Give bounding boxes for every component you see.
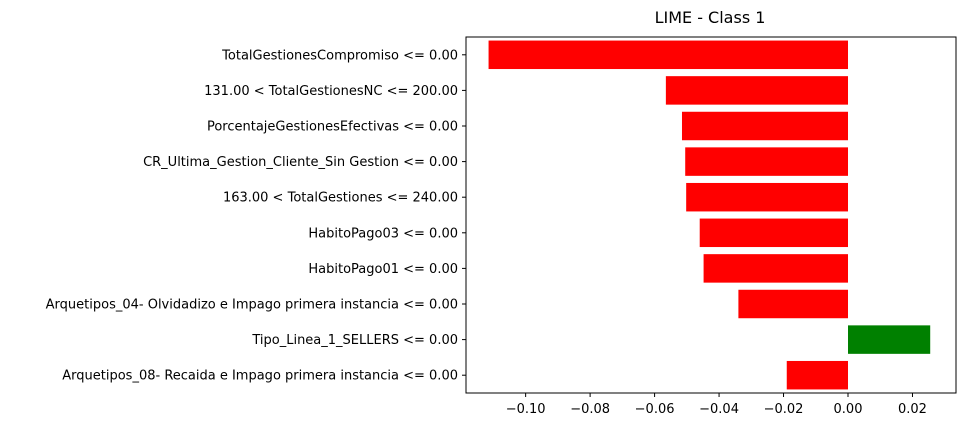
bar bbox=[681, 111, 849, 141]
bar bbox=[685, 147, 849, 176]
bar bbox=[699, 218, 849, 248]
x-tick-label: 0.00 bbox=[834, 402, 863, 417]
bar bbox=[738, 289, 849, 319]
x-tick-label: −0.08 bbox=[570, 402, 610, 417]
x-tick-label: −0.06 bbox=[635, 402, 675, 417]
y-tick-label: Tipo_Linea_1_SELLERS <= 0.00 bbox=[251, 333, 458, 348]
plot-frame bbox=[465, 36, 957, 394]
bar bbox=[786, 360, 849, 390]
bar bbox=[488, 40, 849, 70]
y-tick-label: HabitoPago03 <= 0.00 bbox=[308, 226, 458, 241]
y-tick-label: TotalGestionesCompromiso <= 0.00 bbox=[221, 48, 458, 63]
y-tick-label: Arquetipos_08- Recaida e Impago primera … bbox=[62, 369, 458, 384]
x-tick-label: −0.04 bbox=[699, 402, 739, 417]
y-tick-label: 163.00 < TotalGestiones <= 240.00 bbox=[223, 191, 458, 206]
y-tick-label: PorcentajeGestionesEfectivas <= 0.00 bbox=[207, 120, 458, 135]
y-tick-label: 131.00 < TotalGestionesNC <= 200.00 bbox=[204, 84, 458, 99]
x-tick-label: −0.02 bbox=[764, 402, 804, 417]
y-tick-label: HabitoPago01 <= 0.00 bbox=[308, 262, 458, 277]
bar bbox=[686, 182, 849, 212]
x-tick-label: −0.10 bbox=[506, 402, 546, 417]
x-ticks: −0.10 −0.08 −0.06 −0.04 −0.02 0.00 0.02 bbox=[506, 393, 927, 417]
chart-title: LIME - Class 1 bbox=[655, 8, 766, 27]
bars-group bbox=[488, 40, 931, 390]
bar bbox=[665, 76, 849, 105]
y-tick-label: CR_Ultima_Gestion_Cliente_Sin Gestion <=… bbox=[143, 155, 458, 170]
bar bbox=[848, 325, 931, 354]
bar bbox=[703, 254, 849, 283]
y-tick-label: Arquetipos_04- Olvidadizo e Impago prime… bbox=[46, 298, 458, 313]
x-tick-label: 0.02 bbox=[898, 402, 927, 417]
y-tick-labels: TotalGestionesCompromiso <= 0.00 131.00 <… bbox=[46, 48, 466, 384]
